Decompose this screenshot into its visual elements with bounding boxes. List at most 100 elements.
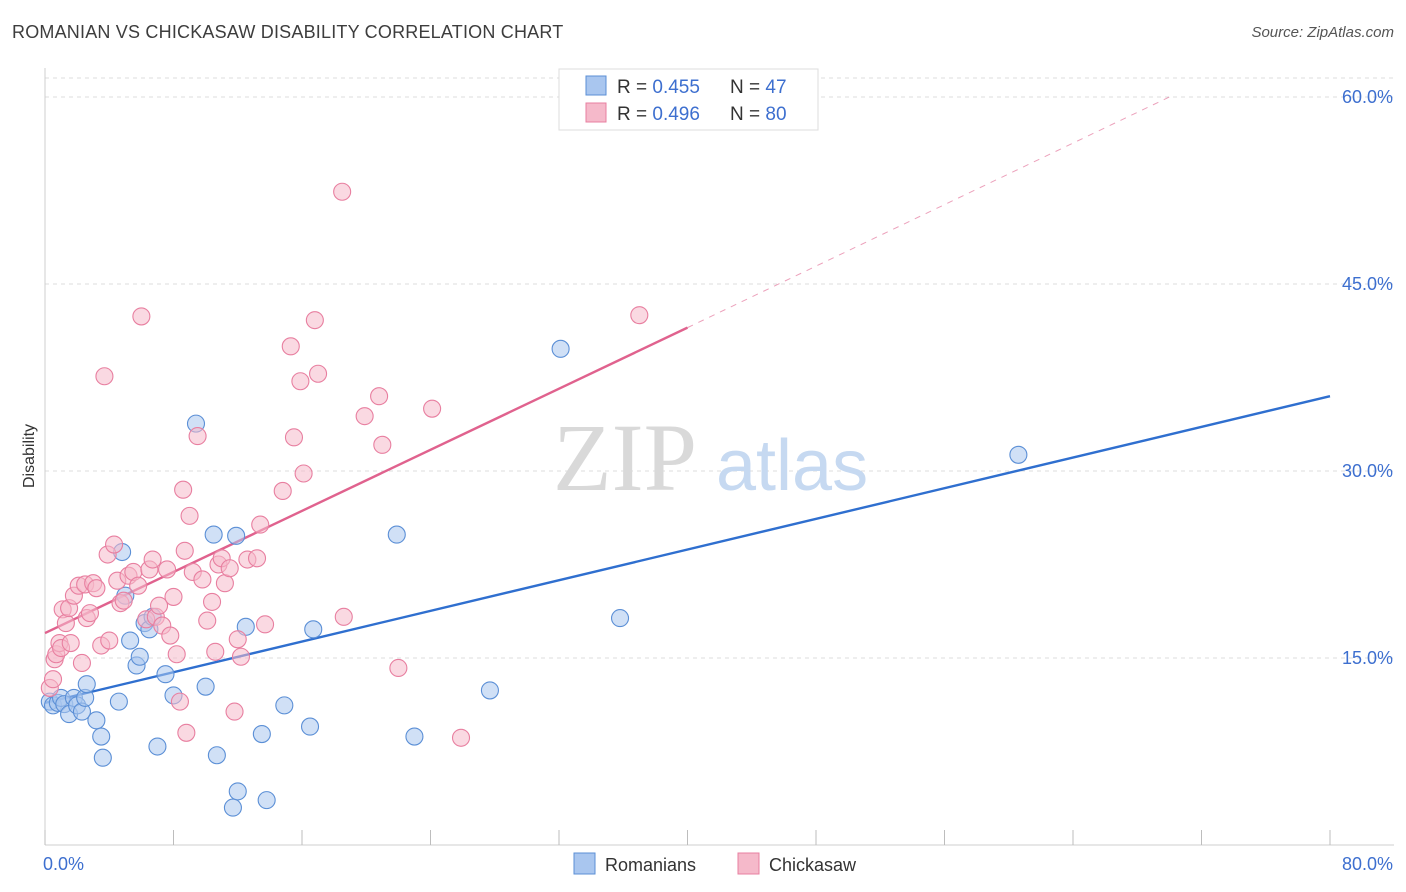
stats-legend: R = 0.455 N = 47 R = 0.496 N = 80 (558, 68, 819, 131)
point-romanians-44 (1009, 445, 1028, 464)
point-romanians-34 (252, 724, 271, 744)
point-chickasaw-29 (132, 307, 151, 326)
watermark-zip: ZIP (553, 404, 697, 511)
point-chickasaw-72 (370, 387, 389, 406)
chart-title: ROMANIAN VS CHICKASAW DISABILITY CORRELA… (12, 22, 564, 42)
data-points (40, 182, 1028, 817)
legend-r-value-2: 0.496 (652, 104, 700, 125)
point-romanians-43 (610, 609, 630, 628)
point-chickasaw-50 (206, 642, 225, 661)
point-chickasaw-12 (72, 653, 91, 673)
point-chickasaw-38 (164, 587, 183, 606)
legend-n-2: N = 80 (730, 104, 787, 125)
point-chickasaw-46 (188, 427, 207, 446)
legend-swatch-chickasaw (585, 102, 607, 123)
trend-lines (44, 96, 1331, 705)
point-romanians-31 (227, 526, 246, 545)
point-romanians-35 (257, 791, 276, 810)
point-romanians-12 (92, 727, 111, 746)
point-chickasaw-63 (281, 337, 300, 356)
point-chickasaw-39 (167, 645, 186, 664)
point-romanians-36 (275, 696, 294, 715)
point-romanians-38 (304, 620, 323, 639)
y-tick-label-3: 60.0% (1342, 87, 1393, 107)
point-chickasaw-22 (105, 535, 124, 554)
watermark-atlas: atlas (716, 426, 868, 506)
point-chickasaw-64 (284, 428, 304, 447)
source-label: Source: ZipAtlas.com (1251, 24, 1394, 41)
y-axis-label: Disability (21, 424, 38, 488)
point-romanians-10 (77, 675, 96, 694)
series-legend-label-romanians: Romanians (605, 855, 696, 875)
series-legend-swatch-chickasaw (737, 852, 760, 875)
point-romanians-41 (480, 681, 499, 700)
watermark: ZIP atlas (553, 404, 868, 511)
tick-labels: 15.0% 30.0% 45.0% 60.0% 0.0% 80.0% (43, 87, 1393, 874)
point-chickasaw-43 (177, 723, 196, 742)
point-chickasaw-76 (451, 728, 471, 747)
legend-r-label-2: R = (617, 104, 652, 125)
point-chickasaw-60 (251, 515, 270, 534)
point-romanians-37 (300, 717, 320, 736)
point-chickasaw-56 (228, 630, 247, 649)
point-chickasaw-48 (198, 611, 217, 630)
point-chickasaw-70 (334, 607, 353, 626)
point-chickasaw-37 (161, 626, 180, 645)
point-chickasaw-7 (56, 614, 75, 633)
point-romanians-17 (121, 631, 140, 650)
legend-n-value-2: 80 (765, 104, 786, 125)
point-romanians-28 (204, 525, 223, 544)
point-romanians-11 (87, 711, 106, 730)
point-chickasaw-53 (215, 574, 234, 593)
trend-line-chickasaw (44, 326, 689, 635)
point-chickasaw-21 (100, 631, 119, 650)
point-chickasaw-36 (158, 560, 177, 579)
legend-row-1: R = 0.455 (617, 77, 700, 98)
trend-extension-chickasaw (687, 96, 1170, 329)
point-chickasaw-34 (149, 596, 169, 615)
point-chickasaw-25 (114, 591, 133, 610)
trend-line-romanians (44, 395, 1331, 705)
point-chickasaw-54 (220, 559, 239, 578)
point-chickasaw-68 (309, 364, 328, 383)
point-chickasaw-17 (87, 579, 106, 598)
point-chickasaw-75 (423, 399, 442, 418)
point-chickasaw-19 (95, 367, 114, 386)
point-chickasaw-69 (333, 182, 352, 201)
y-tick-label-0: 15.0% (1342, 648, 1393, 668)
point-chickasaw-67 (305, 311, 324, 330)
gridlines (45, 77, 1394, 659)
legend-n-1: N = 47 (730, 77, 787, 98)
point-chickasaw-42 (175, 541, 194, 560)
point-chickasaw-32 (143, 550, 162, 569)
series-legend-label-chickasaw: Chickasaw (769, 855, 857, 875)
point-chickasaw-15 (80, 604, 100, 623)
point-chickasaw-44 (180, 506, 199, 525)
point-romanians-27 (196, 677, 215, 696)
legend-swatch-romanians (585, 75, 607, 96)
point-chickasaw-77 (630, 306, 649, 325)
axes (44, 68, 1394, 846)
legend-n-value-1: 47 (765, 77, 786, 98)
point-romanians-13 (93, 748, 112, 767)
point-chickasaw-73 (373, 435, 392, 454)
point-romanians-29 (207, 746, 226, 765)
legend-n-label-2: N = (730, 104, 765, 125)
point-romanians-23 (148, 737, 167, 756)
legend-n-label-1: N = (730, 77, 765, 98)
legend-r-value-1: 0.455 (652, 77, 700, 98)
point-chickasaw-41 (174, 480, 193, 499)
y-tick-label-2: 45.0% (1342, 274, 1393, 294)
point-chickasaw-57 (231, 647, 251, 666)
point-romanians-14 (109, 692, 128, 711)
x-tick-label-0: 0.0% (43, 854, 84, 874)
point-chickasaw-47 (193, 570, 212, 589)
x-tick-label-1: 80.0% (1342, 854, 1393, 874)
point-chickasaw-59 (247, 549, 267, 568)
series-legend: Romanians Chickasaw (573, 852, 857, 875)
point-chickasaw-62 (273, 481, 292, 500)
point-romanians-19 (130, 647, 149, 666)
point-chickasaw-66 (294, 464, 313, 483)
series-legend-swatch-romanians (573, 852, 596, 875)
